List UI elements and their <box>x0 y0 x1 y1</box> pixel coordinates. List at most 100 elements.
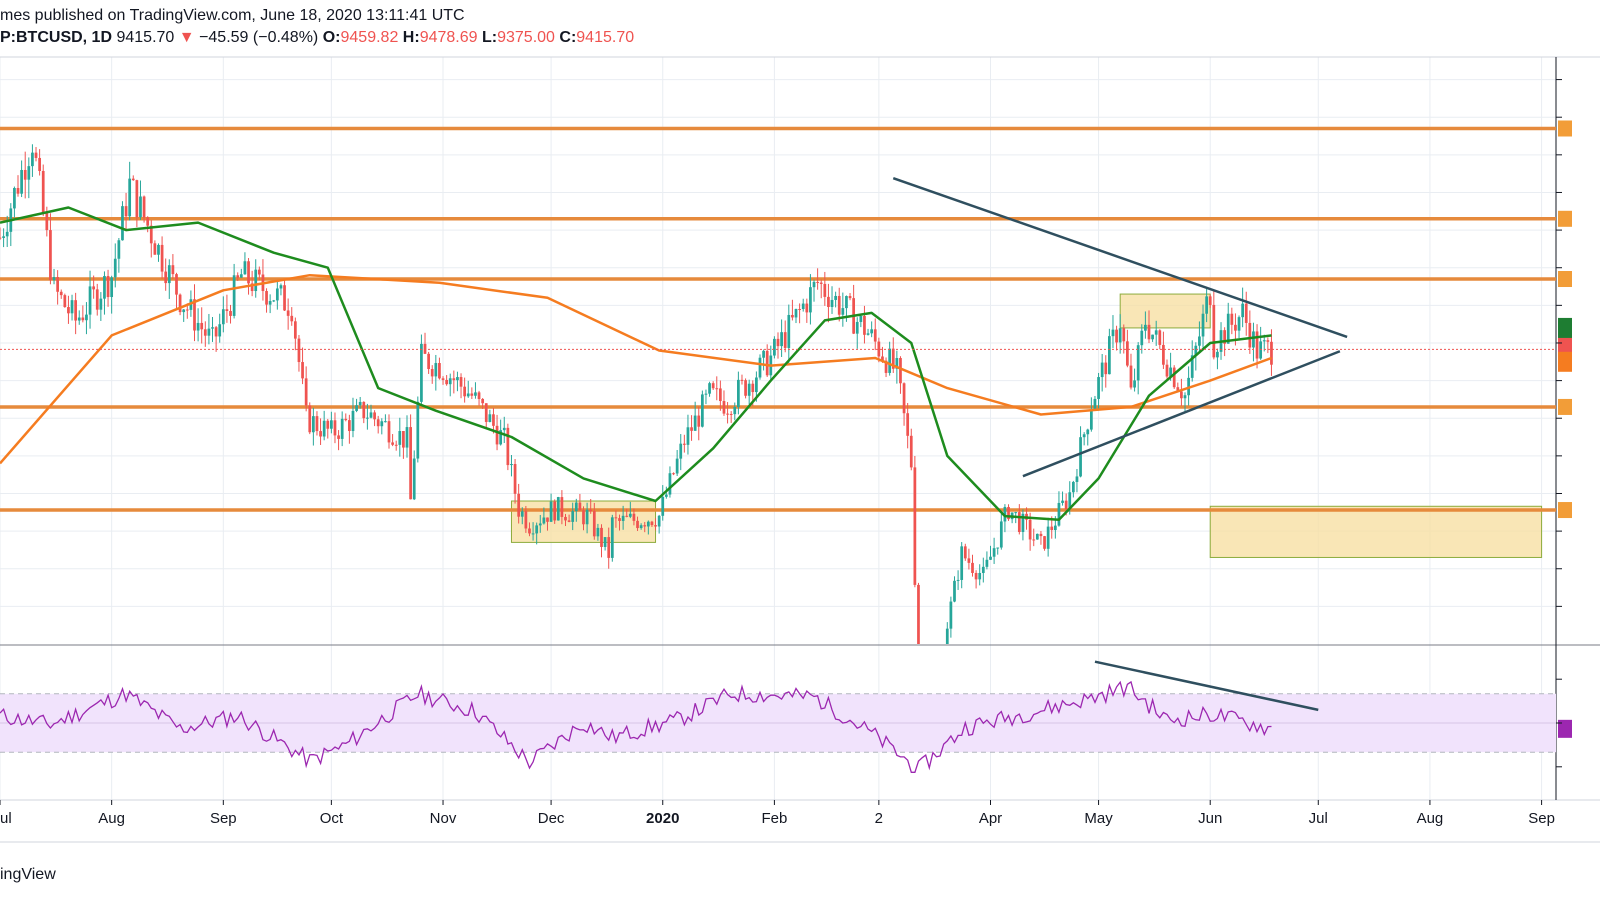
candle-body <box>999 521 1003 548</box>
candle-body <box>1259 341 1263 359</box>
candle-body <box>578 502 582 511</box>
candle-body <box>484 403 488 422</box>
candle-body <box>535 525 539 534</box>
candle-body <box>751 383 755 393</box>
candle-body <box>837 295 841 315</box>
candle-body <box>200 322 204 330</box>
candle-body <box>178 294 182 313</box>
candle-body <box>603 537 607 547</box>
candle-body <box>348 420 351 432</box>
candle-body <box>1230 313 1234 325</box>
candle-body <box>207 328 211 336</box>
candle-body <box>809 287 812 313</box>
symbol-label[interactable]: P:BTCUSD, 1D <box>0 29 113 46</box>
candle-body <box>441 378 445 380</box>
candle-body <box>1050 526 1054 530</box>
candle-body <box>935 658 938 659</box>
candle-body <box>582 510 585 525</box>
candle-body <box>726 413 729 415</box>
candle-body <box>1165 364 1169 377</box>
candle-body <box>628 513 632 517</box>
candle-body <box>330 420 333 429</box>
candle-body <box>1115 329 1118 343</box>
candle-body <box>538 523 542 526</box>
price-axis-sma-slow-marker <box>1558 351 1572 372</box>
candle-body <box>661 496 665 516</box>
x-tick-label: Dec <box>538 810 565 827</box>
candle-body <box>755 377 758 393</box>
candle-body <box>902 383 906 414</box>
candle-body <box>517 493 521 517</box>
candle-body <box>131 178 135 181</box>
candle-body <box>592 511 596 537</box>
candle-body <box>805 303 809 313</box>
candle-body <box>1190 355 1194 378</box>
candle-body <box>1241 303 1245 318</box>
candle-body <box>1064 500 1068 509</box>
candle-body <box>74 300 78 321</box>
candle-body <box>373 412 376 420</box>
candle-body <box>1169 367 1172 377</box>
candle-body <box>149 225 153 244</box>
candle-body <box>326 420 330 429</box>
candle-body <box>1003 506 1007 522</box>
candle-body <box>992 548 996 557</box>
candle-body <box>607 537 611 558</box>
candle-body <box>773 338 776 356</box>
candle-body <box>308 405 312 433</box>
candle-body <box>1136 345 1140 381</box>
candle-body <box>1144 324 1147 331</box>
candle-body <box>77 317 81 321</box>
candle-body <box>888 348 892 373</box>
candle-body <box>859 315 863 322</box>
candle-body <box>747 383 751 396</box>
candle-body <box>690 427 693 431</box>
candle-body <box>564 516 567 521</box>
x-tick-label: Aug <box>1417 810 1444 827</box>
candle-body <box>549 501 553 522</box>
candle-body <box>167 265 171 284</box>
candle-body <box>362 401 366 419</box>
candle-body <box>1017 512 1021 533</box>
candle-body <box>589 509 593 512</box>
candle-body <box>1118 328 1122 343</box>
candle-body <box>711 383 715 389</box>
candles <box>0 144 1273 659</box>
candle-body <box>157 244 160 255</box>
candle-body <box>863 315 866 335</box>
candle-body <box>283 285 286 311</box>
candle-body <box>13 188 16 209</box>
candle-body <box>1158 330 1162 345</box>
open-value: 9459.82 <box>340 29 399 46</box>
candle-body <box>974 572 978 580</box>
candle-body <box>279 285 283 289</box>
candle-body <box>92 286 96 290</box>
candle-body <box>524 511 528 529</box>
candle-body <box>729 413 733 415</box>
candle-body <box>394 444 398 446</box>
candle-body <box>434 363 438 377</box>
candle-body <box>297 338 301 363</box>
candle-body <box>513 464 517 494</box>
candle-body <box>834 295 837 300</box>
candle-body <box>1205 296 1208 314</box>
candle-body <box>967 558 971 563</box>
candle-body <box>1147 324 1151 340</box>
x-tick-label: Aug <box>98 810 125 827</box>
candle-body <box>1043 536 1046 549</box>
candle-body <box>610 517 614 558</box>
candle-body <box>23 169 27 180</box>
candle-body <box>643 525 647 527</box>
candle-body <box>848 296 852 299</box>
candle-body <box>459 377 463 387</box>
candle-body <box>146 217 150 226</box>
price-axis-level-marker <box>1558 210 1572 227</box>
candle-body <box>1172 367 1176 388</box>
candle-body <box>387 421 391 443</box>
candle-body <box>765 350 769 376</box>
trendline <box>1022 350 1341 478</box>
high-value: 9478.69 <box>419 29 478 46</box>
candle-body <box>812 281 816 288</box>
candle-body <box>293 321 297 339</box>
